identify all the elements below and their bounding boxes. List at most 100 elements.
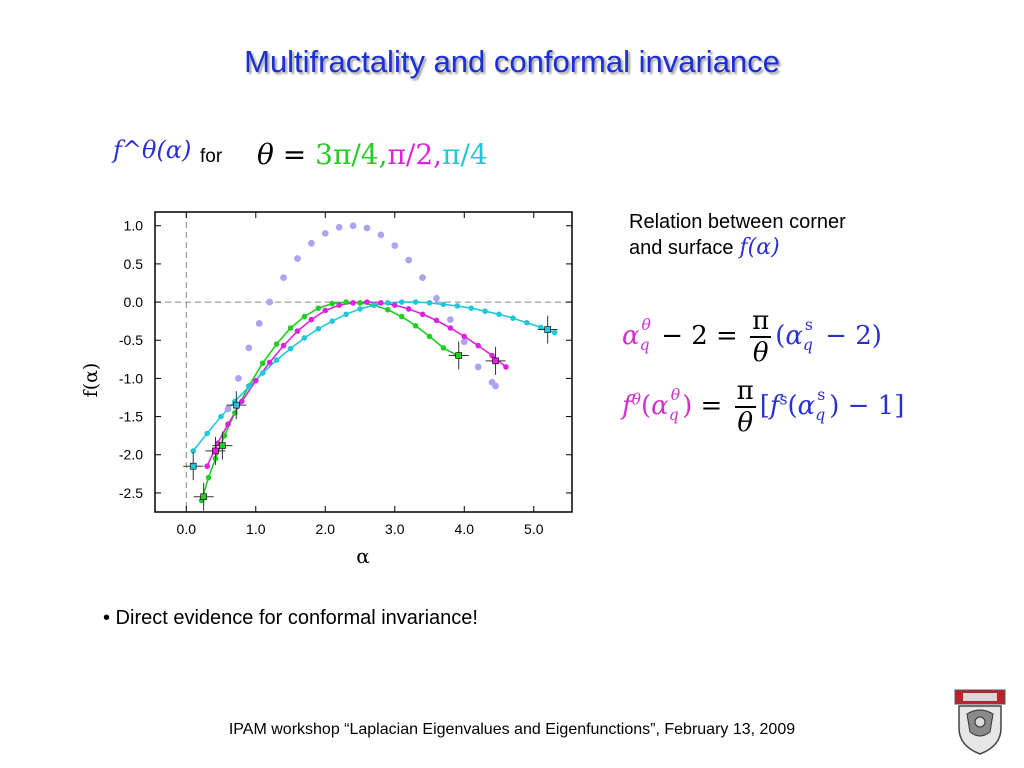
series-3-point <box>246 384 252 390</box>
series-2-point <box>239 398 245 405</box>
series-3-point <box>510 315 516 321</box>
series-2-point <box>252 377 259 384</box>
x-axis-label: α <box>356 544 370 568</box>
x-tick-label: 1.0 <box>246 521 266 537</box>
series-2-point <box>280 342 287 349</box>
theta-prefix: θ = <box>257 138 316 171</box>
corner-surface-equation-2: fθ(αqθ) = π θ [fs(αqs) − 1] <box>622 376 905 438</box>
y-tick-label: 1.0 <box>124 218 144 234</box>
theta-value-3pi4: 3π/4, <box>315 138 388 171</box>
plot-frame <box>154 211 573 513</box>
series-3-point <box>524 319 530 326</box>
f-alpha-chart: 0.0 1.0 2.0 3.0 4.0 5.0 1.0 0.5 0.0 -0.5 -1.0 -1.5 -… <box>80 211 573 568</box>
footer-text: IPAM workshop “Laplacian Eigenvalues and… <box>228 721 796 738</box>
series-0-point <box>391 242 399 249</box>
series-2-point <box>308 316 315 323</box>
series-3-point <box>551 329 558 336</box>
series-0-point <box>419 274 426 282</box>
series-1-point <box>343 299 349 305</box>
series-2-point <box>461 333 468 340</box>
error-point <box>233 401 240 409</box>
for-label: for <box>200 146 223 167</box>
relation-text: Relation between corner and surface f(α) <box>629 209 929 261</box>
series-3-point <box>301 335 308 341</box>
series-3-point <box>204 430 210 437</box>
series-1-point <box>385 306 391 313</box>
x-tick-label: 0.0 <box>177 521 197 537</box>
series-0-point <box>245 344 253 352</box>
series-0-point <box>474 363 482 371</box>
series-3-point <box>357 306 363 312</box>
series-2-point <box>378 300 384 306</box>
y-tick-label: -0.5 <box>119 332 143 348</box>
series-2-point <box>433 317 440 324</box>
f-theta-alpha-label: f^θ(α) <box>113 136 192 164</box>
error-point <box>189 462 197 470</box>
series-1-point <box>287 325 294 331</box>
series-0-point <box>446 316 454 324</box>
y-tick-label: -2.5 <box>119 485 143 501</box>
series-3-point <box>190 448 197 454</box>
series-3-point <box>398 299 405 305</box>
series-0-point <box>433 294 440 302</box>
y-tick-label: -1.0 <box>119 370 143 386</box>
series-3-point <box>440 301 447 308</box>
series-2-point <box>204 463 210 469</box>
slide-title: Multifractality and conformal invariance <box>244 44 780 79</box>
series-3-point <box>343 311 349 318</box>
series-1-point <box>440 345 447 351</box>
series-2-point <box>447 325 454 331</box>
x-tick-label: 3.0 <box>385 521 405 537</box>
relation-line2: and surface <box>629 237 734 259</box>
series-0-point <box>405 256 413 264</box>
series-3-point <box>259 370 266 376</box>
series-0-point <box>280 274 287 282</box>
error-point <box>492 357 499 365</box>
series-0-point <box>307 239 315 247</box>
series-0-point <box>255 320 263 327</box>
error-point <box>212 447 219 455</box>
series-3-point <box>287 345 294 352</box>
series-3-point <box>454 303 461 309</box>
series-0-point <box>224 405 232 413</box>
x-tick-label: 2.0 <box>316 521 336 537</box>
series-3-point <box>496 311 502 318</box>
y-tick-label: -1.5 <box>119 409 143 425</box>
error-point <box>200 493 207 501</box>
series-3-point <box>218 413 224 420</box>
error-point <box>544 326 551 333</box>
series-1-point <box>398 313 405 320</box>
series-1-point <box>426 333 433 340</box>
series-2-point <box>266 359 273 366</box>
series-3-point <box>371 302 377 308</box>
bullet-direct-evidence: • Direct evidence for conformal invarian… <box>103 607 478 629</box>
relation-line1: Relation between corner <box>629 211 846 233</box>
corner-surface-equation-1: αqθ − 2 = π θ (αqs − 2) <box>622 306 882 368</box>
series-0-point <box>266 298 274 306</box>
series-2-point <box>350 300 356 306</box>
series-1-point <box>232 409 238 416</box>
series-0-point <box>321 229 329 237</box>
error-point <box>455 352 463 359</box>
series-2-point <box>475 342 481 349</box>
y-axis-label: f(α) <box>80 363 102 398</box>
series-2-point <box>419 311 426 318</box>
university-seal-logo <box>954 689 1006 755</box>
series-0-point <box>294 255 301 262</box>
relation-f-alpha: f(α) <box>739 235 780 260</box>
error-point <box>219 442 226 449</box>
series-2-point <box>391 302 398 308</box>
series-2-point <box>503 364 509 370</box>
theta-values-equation: θ = 3π/4,π/2,π/4 <box>257 138 488 171</box>
series-1-point <box>357 300 363 306</box>
y-tick-label: -2.0 <box>119 447 143 463</box>
series-2-point <box>364 299 370 305</box>
series-1-point <box>205 474 212 481</box>
series-0-point <box>460 338 468 346</box>
series-1-point <box>412 322 419 329</box>
series-0-point <box>377 231 385 239</box>
series-3-point <box>385 300 391 306</box>
series-0-point <box>335 223 343 231</box>
series-2-point <box>336 302 342 308</box>
series-1-point <box>329 300 336 307</box>
